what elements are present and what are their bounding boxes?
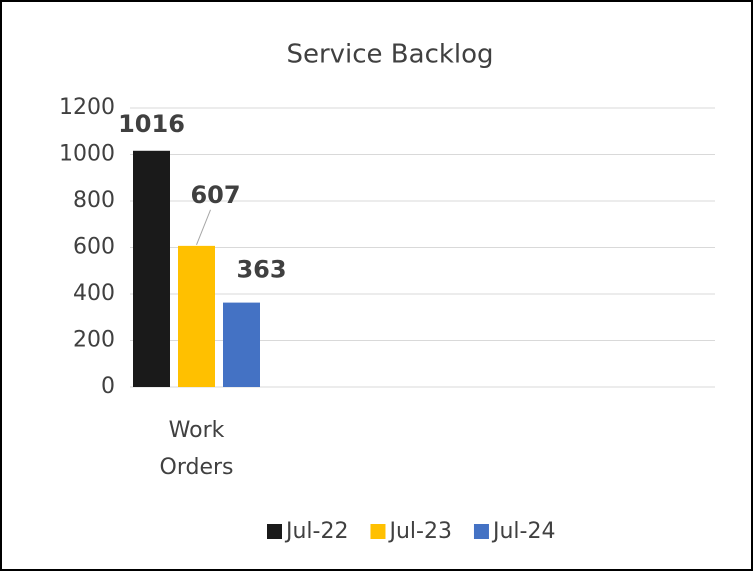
legend-label: Jul-23 <box>387 519 451 544</box>
y-tick-label: 800 <box>73 188 115 213</box>
y-tick-label: 0 <box>101 374 115 399</box>
leader-line <box>196 209 211 246</box>
bar <box>178 245 215 387</box>
legend-swatch <box>370 524 386 539</box>
y-tick-label: 1200 <box>59 95 115 120</box>
legend-label: Jul-22 <box>284 519 348 544</box>
y-tick-label: 600 <box>73 235 115 260</box>
y-tick-label: 200 <box>73 328 115 353</box>
bar <box>133 150 170 387</box>
data-label: 363 <box>236 256 286 284</box>
legend-swatch <box>473 524 489 539</box>
chart-title: Service Backlog <box>286 40 493 70</box>
x-tick-label: Work Orders <box>159 418 234 480</box>
bar <box>223 302 260 387</box>
legend-label: Jul-24 <box>491 519 555 544</box>
y-tick-label: 400 <box>73 281 115 306</box>
data-label: 1016 <box>118 110 185 138</box>
data-label: 607 <box>190 181 240 209</box>
legend-swatch <box>267 524 282 539</box>
y-tick-label: 1000 <box>59 142 115 167</box>
